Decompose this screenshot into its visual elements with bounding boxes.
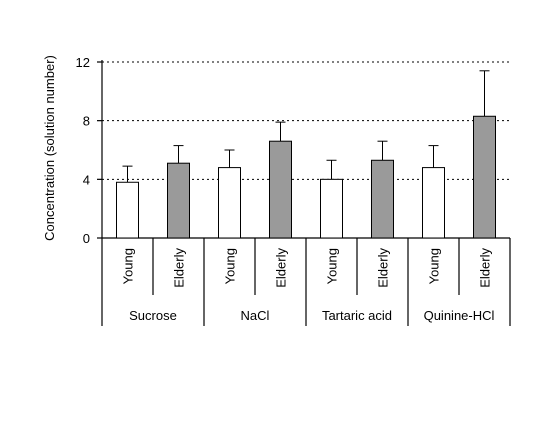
bar-elderly-quinine-hcl xyxy=(473,115,496,239)
y-tick-label: 0 xyxy=(83,231,90,246)
bar-elderly-tartaric-acid xyxy=(371,159,394,239)
gridlines xyxy=(102,61,510,180)
y-tick-label: 12 xyxy=(76,55,90,70)
bar-elderly-sucrose xyxy=(167,162,190,239)
group-label: Sucrose xyxy=(129,308,177,323)
group-label: Tartaric acid xyxy=(322,308,392,323)
subcategory-label: Young xyxy=(223,248,238,284)
bar-elderly-nacl xyxy=(269,140,292,239)
subcategory-label: Young xyxy=(427,248,442,284)
subcategory-label: Elderly xyxy=(376,248,391,288)
subcategory-label: Young xyxy=(325,248,340,284)
subcategory-label: Elderly xyxy=(478,248,493,288)
bar-young-tartaric-acid xyxy=(320,178,343,239)
group-label: NaCl xyxy=(241,308,270,323)
bar-young-quinine-hcl xyxy=(422,167,445,239)
y-tick-label: 4 xyxy=(83,172,90,187)
subcategory-label: Elderly xyxy=(274,248,289,288)
y-tick-label: 8 xyxy=(83,114,90,129)
subcategory-label: Young xyxy=(121,248,136,284)
y-axis-label: Concentration (solution number) xyxy=(42,55,57,241)
group-label: Quinine-HCl xyxy=(424,308,495,323)
bars xyxy=(116,70,496,239)
bar-young-nacl xyxy=(218,167,241,239)
bar-young-sucrose xyxy=(116,181,139,239)
subcategory-label: Elderly xyxy=(172,248,187,288)
category-labels: Young Elderly Sucrose Young Elderly NaCl Young… xyxy=(121,248,495,323)
